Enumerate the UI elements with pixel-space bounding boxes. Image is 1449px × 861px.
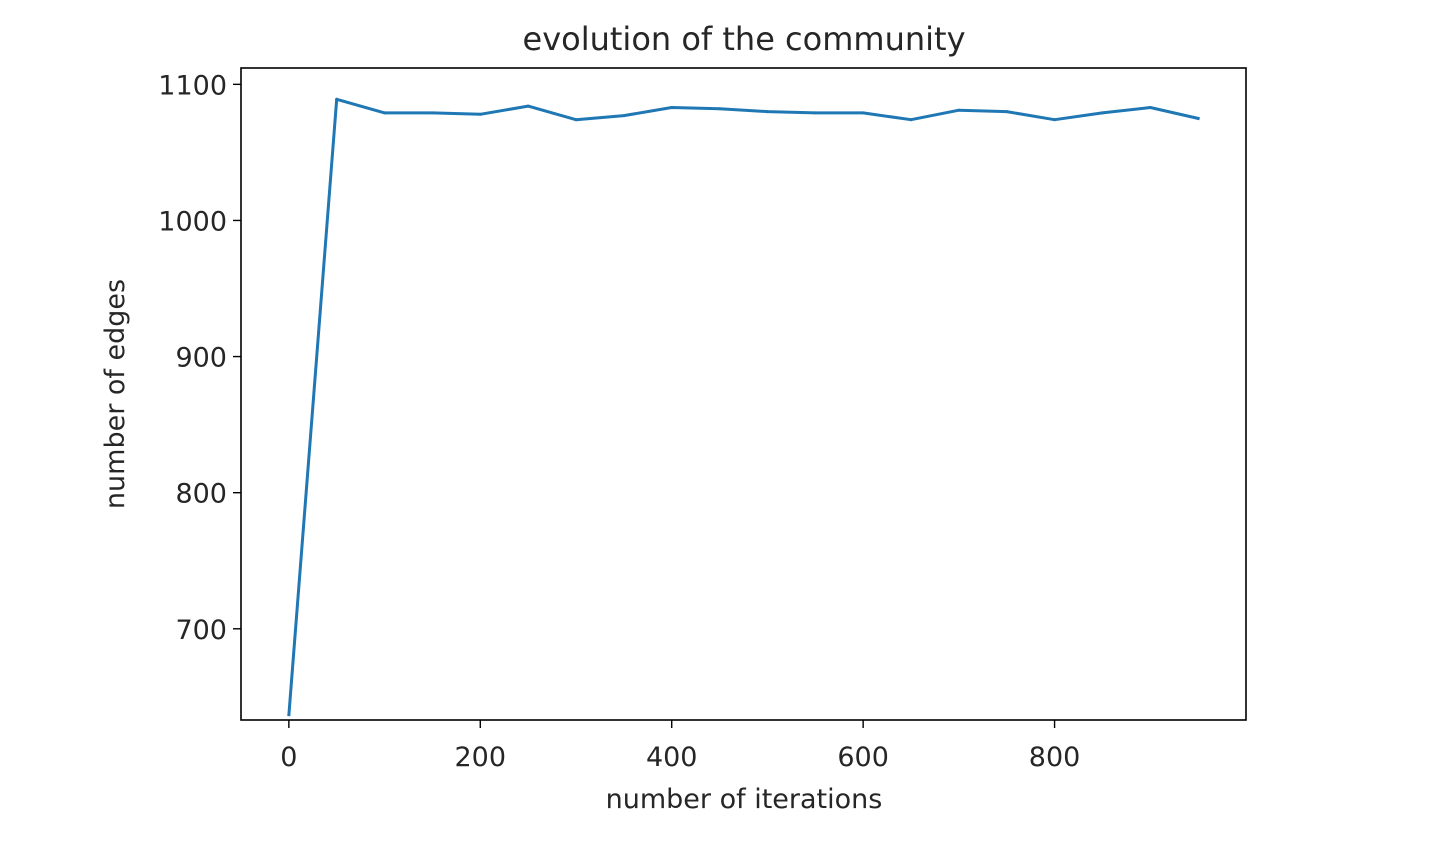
data-point xyxy=(287,713,291,717)
data-point xyxy=(526,104,530,108)
y-tick-label: 1000 xyxy=(158,206,227,237)
x-axis-ticks: 0 200 400 600 800 xyxy=(280,720,1080,773)
data-point xyxy=(670,106,674,109)
y-tick-label: 800 xyxy=(175,479,227,510)
x-tick-label: 800 xyxy=(1029,742,1081,773)
data-point xyxy=(1196,116,1200,120)
data-point xyxy=(622,114,626,118)
chart-title: evolution of the community xyxy=(523,20,966,58)
x-tick-label: 600 xyxy=(837,742,889,773)
y-axis-label: number of edges xyxy=(100,279,131,509)
series-line xyxy=(287,97,1200,717)
data-point xyxy=(1148,106,1152,109)
data-point xyxy=(957,108,961,112)
y-tick-label: 900 xyxy=(175,343,227,374)
y-tick-label: 1100 xyxy=(158,70,227,101)
data-point xyxy=(335,97,339,101)
x-tick-label: 200 xyxy=(455,742,507,773)
x-axis-label: number of iterations xyxy=(606,784,883,815)
data-point xyxy=(909,118,913,122)
data-point xyxy=(1005,110,1009,114)
data-point xyxy=(430,111,434,115)
data-point xyxy=(718,107,722,111)
data-point xyxy=(765,110,769,114)
data-point xyxy=(478,112,482,116)
x-tick-label: 400 xyxy=(646,742,698,773)
data-point xyxy=(1100,111,1104,115)
plot-frame xyxy=(240,67,1247,721)
data-point xyxy=(813,111,817,115)
data-point xyxy=(861,111,865,115)
x-tick-label: 0 xyxy=(280,742,297,773)
y-tick-label: 700 xyxy=(175,615,227,646)
series-layer xyxy=(287,97,1200,717)
y-axis-ticks: 700 800 900 1000 1100 xyxy=(158,70,241,646)
data-point xyxy=(383,111,387,115)
plot-area xyxy=(241,68,1246,720)
data-point xyxy=(574,118,578,122)
data-point xyxy=(1053,118,1057,122)
